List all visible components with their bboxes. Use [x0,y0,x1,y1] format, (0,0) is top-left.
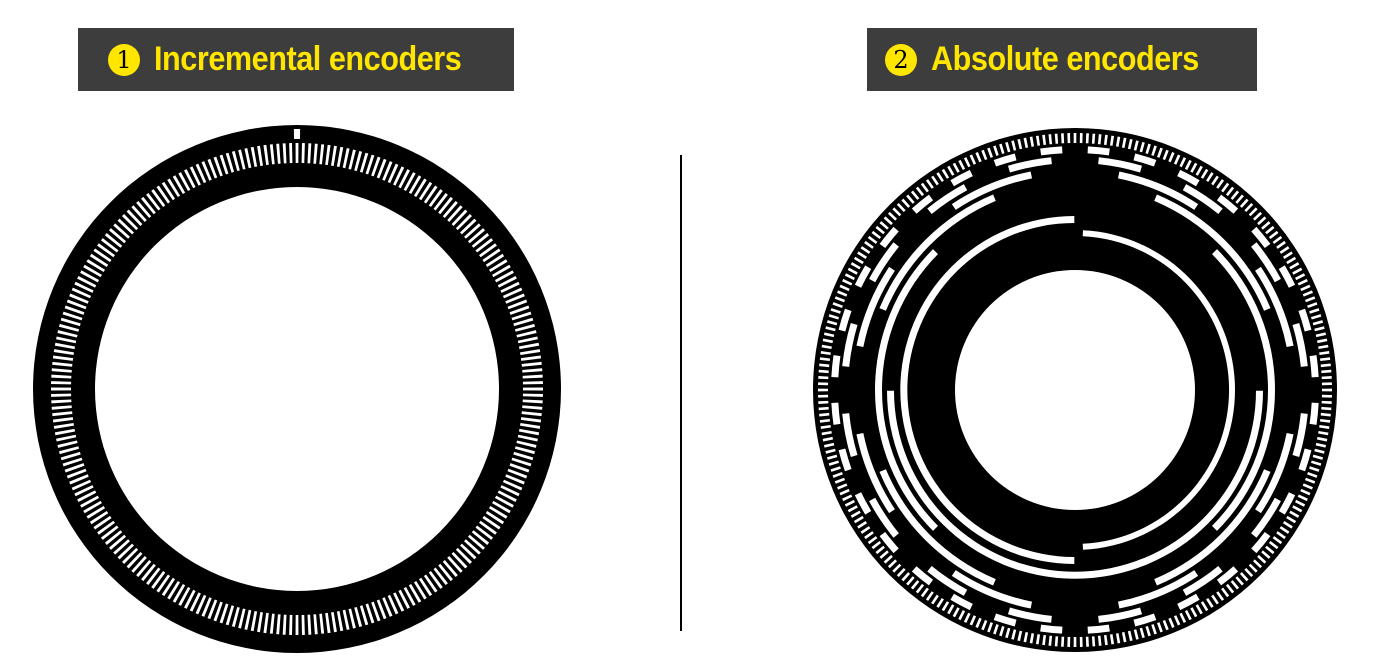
index-mark [293,129,301,140]
absolute-encoders-title: Absolute encoders [931,40,1199,78]
panel-divider [680,155,682,631]
incremental-encoders-title: Incremental encoders [154,40,462,78]
incremental-encoders-banner: 1 Incremental encoders [78,28,514,91]
code-track-3 [875,249,1275,531]
disc-center-hole [955,270,1195,510]
number-badge-1: 1 [108,43,140,76]
number-badge-2: 2 [885,43,917,76]
disc-center-hole [95,187,499,591]
absolute-encoders-banner: 2 Absolute encoders [867,28,1257,91]
